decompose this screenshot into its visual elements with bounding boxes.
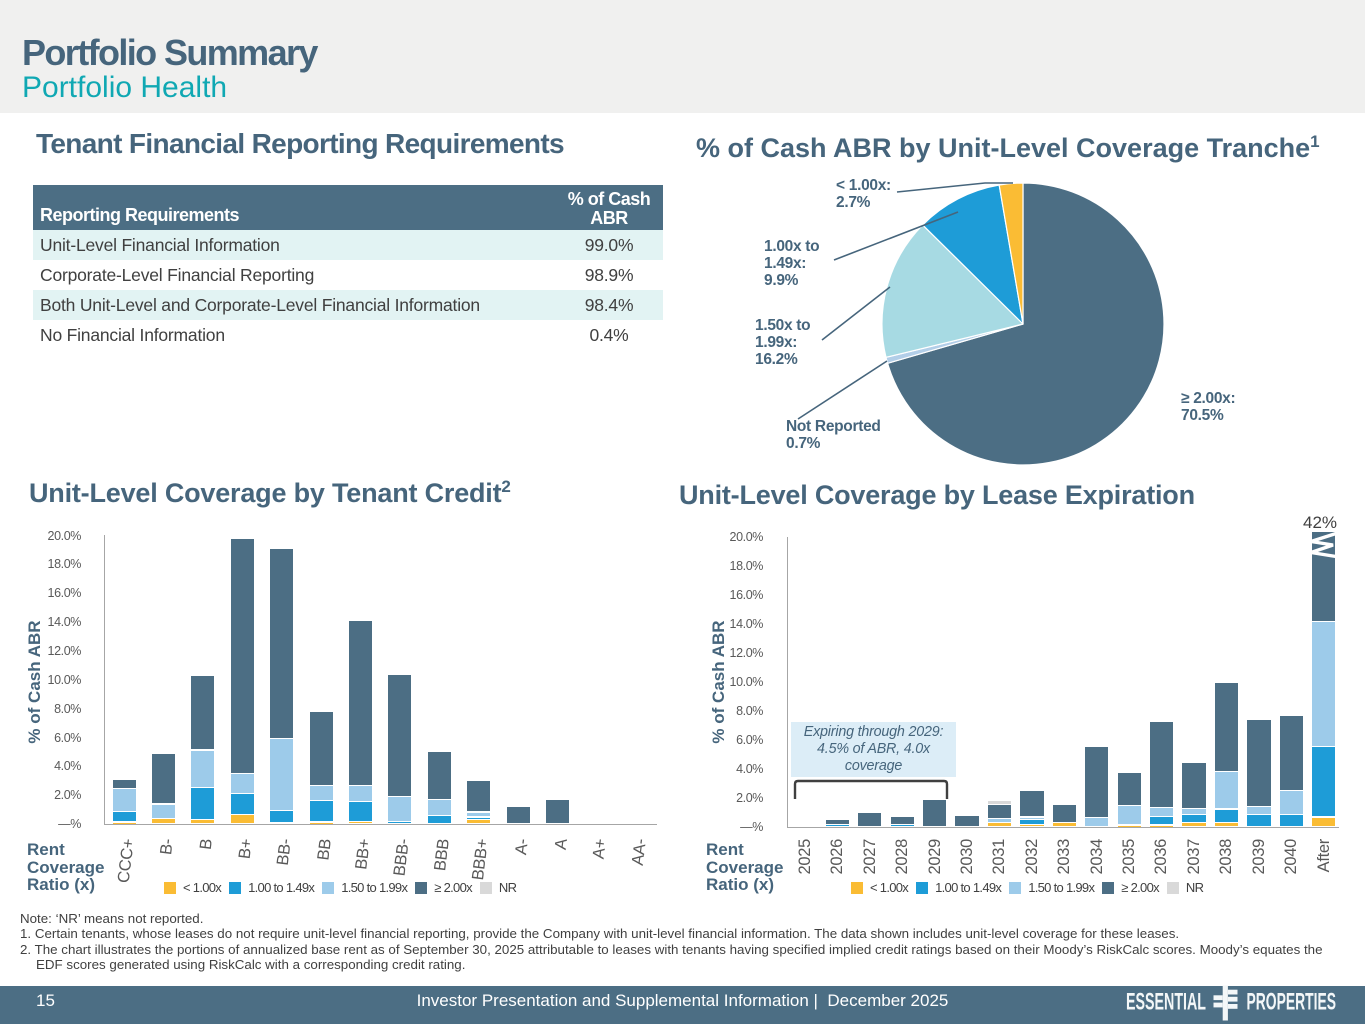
svg-text:PROPERTIES: PROPERTIES: [1247, 989, 1337, 1016]
svg-text:ESSENTIAL: ESSENTIAL: [1126, 989, 1206, 1016]
